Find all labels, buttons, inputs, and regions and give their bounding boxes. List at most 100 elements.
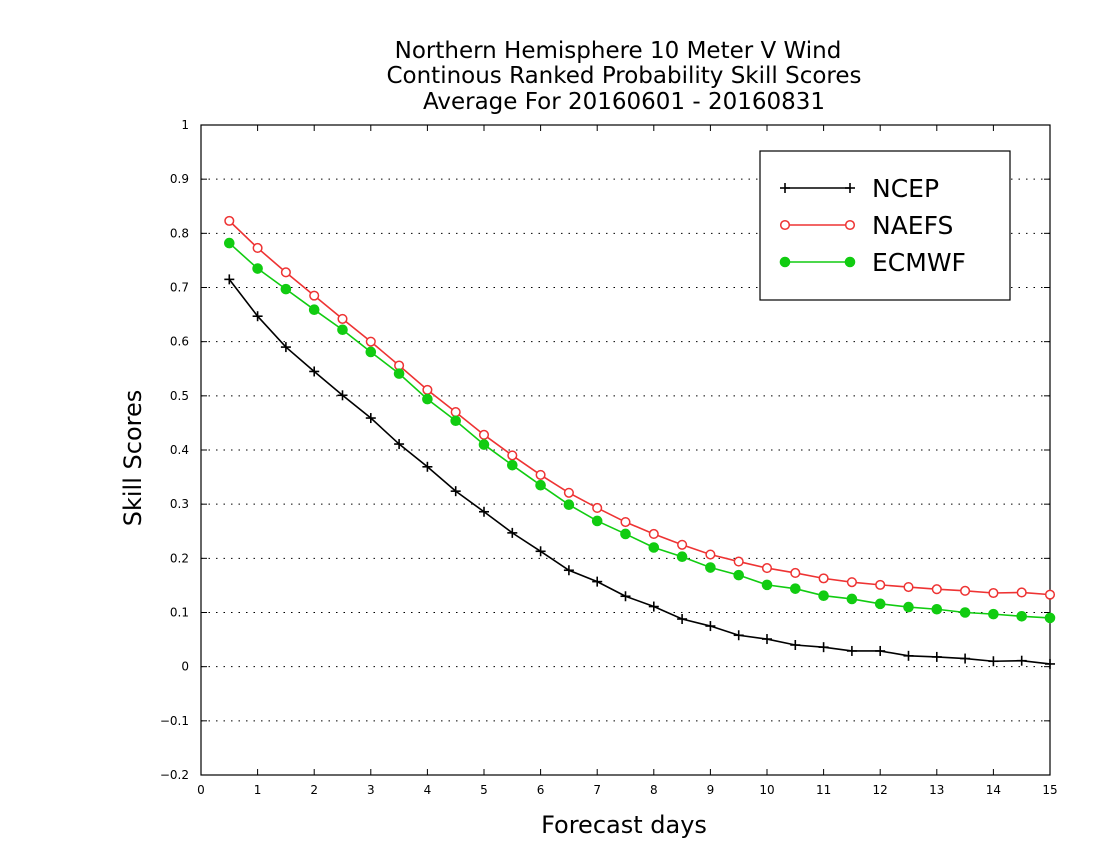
legend-label: NAEFS bbox=[872, 211, 953, 240]
data-point-naefs bbox=[478, 429, 490, 440]
data-point-ecmwf bbox=[337, 324, 348, 336]
data-point-naefs bbox=[337, 313, 348, 324]
x-tick-label: 4 bbox=[424, 783, 432, 797]
data-point-ecmwf bbox=[648, 542, 660, 553]
y-axis-label: Skill Scores bbox=[119, 390, 147, 527]
data-point-naefs bbox=[365, 336, 376, 347]
data-point-ecmwf bbox=[620, 528, 631, 540]
y-tick-label: −0.2 bbox=[160, 768, 189, 782]
y-tick-label: 0.2 bbox=[170, 551, 189, 565]
data-point-ecmwf bbox=[478, 439, 490, 450]
data-point-ecmwf bbox=[790, 583, 801, 594]
data-point-naefs bbox=[252, 242, 263, 254]
y-tick-label: −0.1 bbox=[160, 714, 189, 728]
y-tick-label: 0.5 bbox=[170, 389, 189, 403]
data-point-ecmwf bbox=[988, 608, 999, 620]
x-tick-label: 3 bbox=[367, 783, 375, 797]
legend-item-ncep: NCEP bbox=[780, 174, 939, 203]
data-point-ncep bbox=[620, 591, 631, 602]
legend-item-ecmwf: ECMWF bbox=[779, 248, 966, 277]
data-point-naefs bbox=[309, 290, 320, 301]
series bbox=[224, 215, 1056, 669]
x-tick-label: 13 bbox=[929, 783, 944, 797]
data-point-naefs bbox=[648, 528, 659, 540]
data-point-naefs bbox=[790, 567, 801, 579]
x-tick-label: 1 bbox=[254, 783, 262, 797]
legend-label: ECMWF bbox=[872, 248, 966, 277]
y-tick-label: 1 bbox=[181, 118, 189, 132]
legend-marker bbox=[779, 256, 791, 268]
data-point-ecmwf bbox=[365, 346, 377, 358]
data-point-ecmwf bbox=[903, 601, 914, 613]
data-point-naefs bbox=[620, 516, 631, 528]
data-point-ncep bbox=[592, 576, 603, 587]
x-tick-label: 15 bbox=[1042, 783, 1057, 797]
data-point-naefs bbox=[224, 215, 235, 226]
data-point-naefs bbox=[931, 584, 942, 595]
data-point-ncep bbox=[677, 614, 688, 624]
legend-marker bbox=[845, 183, 855, 193]
series-ecmwf bbox=[224, 237, 1056, 624]
x-tick-label: 11 bbox=[816, 783, 831, 797]
legend-marker bbox=[844, 219, 856, 231]
x-tick-label: 9 bbox=[707, 783, 715, 797]
legend-marker bbox=[780, 183, 790, 193]
data-point-ecmwf bbox=[959, 607, 971, 618]
data-point-ecmwf bbox=[874, 598, 886, 610]
x-tick-label: 12 bbox=[873, 783, 888, 797]
data-point-ncep bbox=[648, 601, 659, 612]
x-tick-label: 8 bbox=[650, 783, 658, 797]
data-point-ncep bbox=[365, 413, 376, 424]
data-point-ncep bbox=[224, 274, 235, 285]
data-point-ncep bbox=[762, 634, 772, 645]
data-point-ncep bbox=[309, 366, 320, 377]
data-point-ncep bbox=[705, 621, 716, 632]
data-point-ecmwf bbox=[1016, 610, 1028, 622]
series-ncep bbox=[224, 274, 1055, 669]
data-point-naefs bbox=[592, 502, 603, 514]
data-point-naefs bbox=[733, 556, 744, 567]
legend-label: NCEP bbox=[872, 174, 939, 203]
data-point-ncep bbox=[337, 390, 348, 401]
data-point-ncep bbox=[733, 630, 744, 641]
legend-item-naefs: NAEFS bbox=[779, 211, 953, 240]
data-point-ecmwf bbox=[507, 459, 518, 471]
data-point-ncep bbox=[280, 342, 291, 353]
data-point-ecmwf bbox=[450, 415, 462, 427]
legend-marker bbox=[779, 219, 791, 231]
y-tick-label: 0.4 bbox=[170, 443, 189, 457]
data-point-ecmwf bbox=[931, 603, 943, 615]
chart-title-line-2: Continous Ranked Probability Skill Score… bbox=[386, 63, 861, 89]
chart-title-line-1: Northern Hemisphere 10 Meter V Wind bbox=[395, 38, 842, 64]
data-point-naefs bbox=[535, 469, 546, 480]
data-point-ncep bbox=[535, 546, 546, 557]
data-point-ncep bbox=[875, 645, 886, 656]
data-point-ecmwf bbox=[393, 368, 405, 379]
x-tick-label: 5 bbox=[480, 783, 488, 797]
x-tick-label: 0 bbox=[197, 783, 205, 797]
data-point-ncep bbox=[507, 527, 518, 538]
data-point-ncep bbox=[903, 650, 914, 661]
data-point-naefs bbox=[818, 573, 829, 584]
data-point-ecmwf bbox=[705, 562, 716, 573]
data-point-ncep bbox=[960, 653, 971, 664]
data-point-ecmwf bbox=[761, 579, 773, 591]
data-point-ecmwf bbox=[676, 551, 688, 563]
data-point-ecmwf bbox=[422, 393, 433, 405]
data-point-naefs bbox=[563, 487, 574, 498]
x-tick-label: 2 bbox=[310, 783, 318, 797]
data-point-naefs bbox=[280, 267, 291, 278]
data-point-ncep bbox=[818, 642, 829, 653]
data-point-ncep bbox=[450, 486, 461, 497]
data-point-ncep bbox=[479, 506, 489, 517]
y-tick-label: 0.3 bbox=[170, 497, 189, 511]
data-point-ecmwf bbox=[818, 590, 829, 602]
x-axis-label: Forecast days bbox=[541, 811, 707, 839]
y-tick-label: 0.7 bbox=[170, 281, 189, 295]
chart-title: Northern Hemisphere 10 Meter V Wind Cont… bbox=[386, 38, 861, 115]
data-point-ncep bbox=[1045, 658, 1055, 669]
axis-ticks: −0.2−0.100.10.20.30.40.50.60.70.80.910 1 2… bbox=[160, 118, 1058, 797]
data-point-ncep bbox=[252, 311, 263, 322]
legend-marker bbox=[844, 256, 856, 268]
data-point-ncep bbox=[790, 640, 801, 650]
